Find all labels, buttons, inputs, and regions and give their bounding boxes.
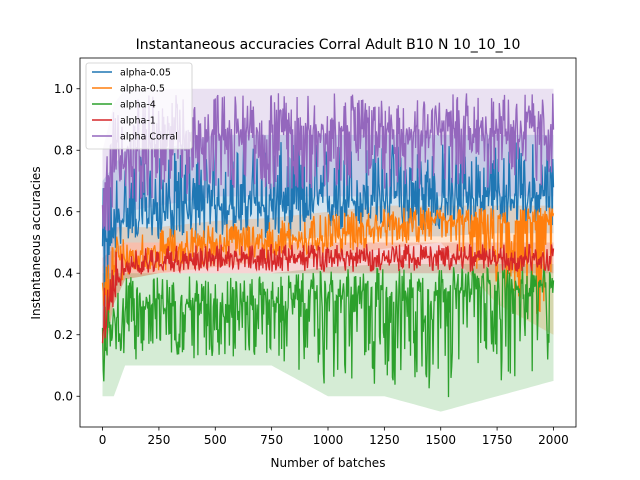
legend-label: alpha-0.05: [120, 68, 171, 79]
x-tick-label: 0: [99, 433, 107, 447]
x-tick-label: 1000: [313, 433, 344, 447]
x-tick-label: 750: [260, 433, 283, 447]
x-axis: 0 250 500 750 1000 1250 1500 1750 2000: [99, 427, 569, 447]
y-tick-label: 1.0: [54, 82, 73, 96]
series-lines: [101, 93, 555, 398]
y-tick-label: 0.6: [54, 205, 73, 219]
y-axis: 0.0 0.2 0.4 0.6 0.8 1.0: [54, 82, 80, 403]
series-line-alpha-0-05: [101, 142, 555, 305]
x-axis-label: Number of batches: [271, 456, 386, 470]
legend: alpha-0.05 alpha-0.5 alpha-4 alpha-1 alpha C…: [85, 62, 193, 150]
x-tick-label: 1250: [369, 433, 400, 447]
legend-label: alpha-4: [120, 100, 156, 111]
y-tick-label: 0.4: [54, 266, 73, 280]
x-tick-label: 1500: [425, 433, 456, 447]
x-tick-label: 500: [204, 433, 227, 447]
series-line-alpha-1: [101, 243, 555, 344]
legend-box: [85, 62, 193, 150]
y-tick-label: 0.2: [54, 328, 73, 342]
legend-label: alpha-1: [120, 116, 156, 127]
y-axis-label: Instantaneous accuracies: [29, 166, 43, 319]
chart-title: Instantaneous accuracies Corral Adult B1…: [136, 37, 521, 53]
legend-label: alpha Corral: [120, 132, 178, 143]
x-tick-label: 250: [147, 433, 170, 447]
y-tick-label: 0.0: [54, 389, 73, 403]
y-tick-label: 0.8: [54, 143, 73, 157]
legend-label: alpha-0.5: [120, 84, 165, 95]
series-line-alpha-4: [101, 266, 555, 398]
x-tick-label: 2000: [538, 433, 569, 447]
x-tick-label: 1750: [482, 433, 513, 447]
